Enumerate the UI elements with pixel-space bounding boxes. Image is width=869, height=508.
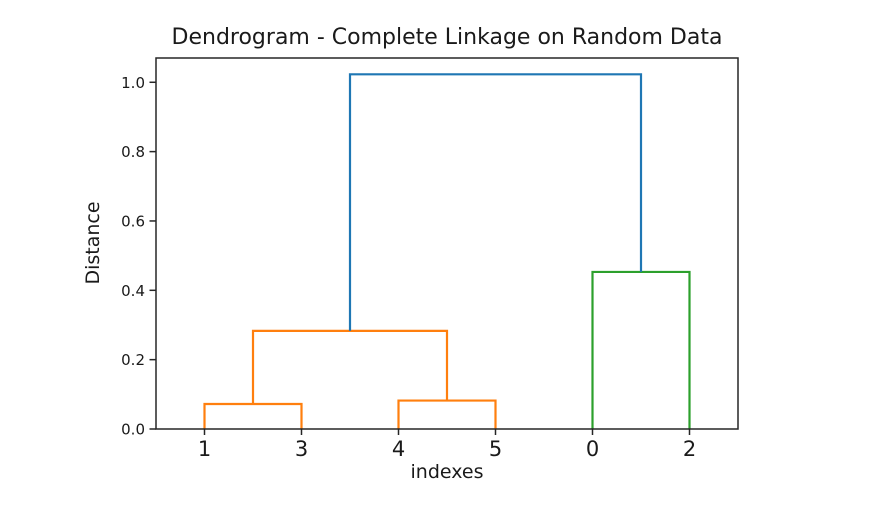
dendrogram-link-merge-13-45 (251, 329, 449, 405)
x-tick-label-leaf-5: 5 (489, 437, 502, 461)
dendrogram-link-merge-1-3 (203, 402, 303, 429)
x-tick-label-leaf-3: 3 (295, 437, 308, 461)
dendrogram-link-merge-root (348, 73, 643, 331)
dendrogram-link-merge-0-2 (591, 270, 691, 429)
y-tick-label: 0.6 (121, 212, 145, 230)
x-tick-label-leaf-4: 4 (392, 437, 405, 461)
y-tick-label: 0.0 (121, 421, 145, 439)
y-tick-label: 0.2 (121, 351, 145, 369)
x-tick-label-leaf-2: 2 (683, 437, 696, 461)
x-tick-label-leaf-1: 1 (198, 437, 211, 461)
x-tick-label-leaf-0: 0 (586, 437, 599, 461)
y-tick-label: 0.8 (121, 143, 145, 161)
chart-title: Dendrogram - Complete Linkage on Random … (171, 25, 723, 50)
dendrogram-link-merge-4-5 (397, 399, 497, 429)
x-axis-label: indexes (410, 461, 484, 483)
y-tick-label: 0.4 (121, 282, 145, 300)
axes-box (155, 57, 739, 430)
y-tick-label: 1.0 (121, 74, 145, 92)
